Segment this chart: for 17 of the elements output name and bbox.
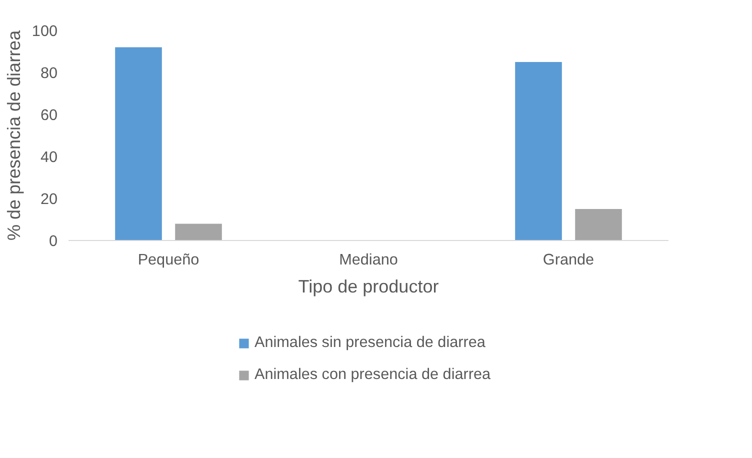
bar [515,62,562,240]
y-tick-label: 60 [40,107,58,124]
x-axis-title: Tipo de productor [298,276,439,296]
bar [115,47,162,240]
legend-label: Animales sin presencia de diarrea [254,334,486,352]
legend-label: Animales con presencia de diarrea [254,366,491,384]
y-tick-label: 40 [40,149,58,166]
bar [575,209,622,240]
y-tick-label: 0 [48,233,58,250]
y-tick-label: 100 [32,23,58,40]
x-tick-label: Mediano [339,252,398,268]
x-tick-label: Pequeño [138,252,200,268]
y-tick-label: 20 [40,191,58,208]
y-tick-label: 80 [40,65,58,82]
y-axis-title: % de presencia de diarrea [4,29,24,241]
x-tick-label: Grande [542,252,594,268]
bar [175,224,222,240]
